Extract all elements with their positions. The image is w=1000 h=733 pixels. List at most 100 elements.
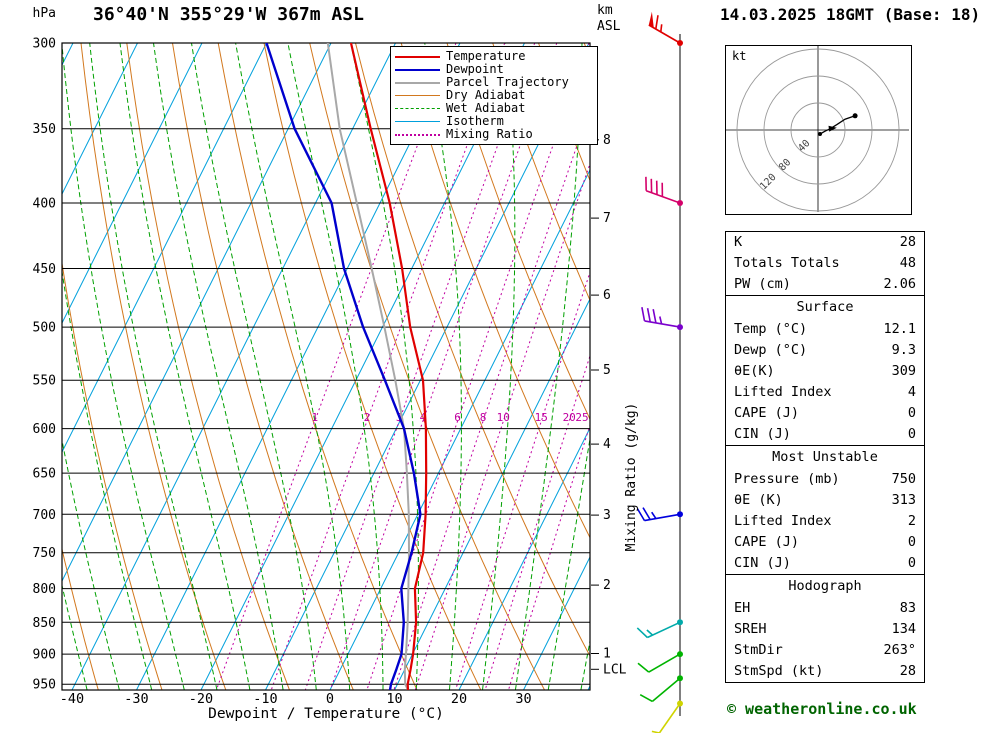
wind-barb-feather — [636, 627, 648, 639]
km-label-8: 8 — [603, 133, 611, 148]
legend-item-1: Dewpoint — [395, 63, 593, 76]
temp-label-0: 0 — [326, 691, 334, 707]
indices-row-0: K 28 — [726, 232, 924, 253]
wet-adiabat--15 — [89, 43, 218, 690]
wind-barb-300 — [648, 11, 683, 46]
temperature-curve — [349, 43, 428, 690]
most-unstable-row-4: CIN (J) 0 — [726, 553, 924, 574]
hodograph-row-2: StmDir 263° — [726, 640, 924, 661]
hodograph-value-3: 28 — [899, 663, 916, 679]
wind-barb-400 — [645, 176, 683, 206]
most-unstable-row-3: CAPE (J) 0 — [726, 532, 924, 553]
temp-label--40: -40 — [60, 691, 84, 707]
isotherm--40 — [71, 43, 396, 690]
pressure-label-600: 600 — [33, 422, 56, 437]
wind-barb-stem — [651, 677, 681, 703]
legend-sample-6 — [395, 133, 440, 136]
wind-barb-feather — [636, 508, 646, 522]
isotherm-20 — [458, 426, 590, 690]
legend-label-2: Parcel Trajectory — [446, 75, 569, 89]
mixing-ratio-label-20: 20 — [563, 411, 576, 424]
indices-label-2: PW (cm) — [734, 276, 791, 292]
hodograph-row-0: EH 83 — [726, 598, 924, 619]
most-unstable-row-2: Lifted Index 2 — [726, 511, 924, 532]
pressure-label-700: 700 — [33, 508, 56, 523]
wind-barb-column — [636, 11, 683, 733]
wet-adiabat--25 — [62, 268, 153, 690]
wind-barb-feather — [641, 307, 646, 322]
dry-adiabat-350 — [492, 43, 590, 302]
km-label-7: 7 — [603, 211, 611, 226]
most-unstable-label-2: Lifted Index — [734, 513, 832, 529]
surface-value-1: 9.3 — [891, 342, 916, 358]
surface-box: Surface Temp (°C) 12.1 Dewp (°C) 9.3 θE(K) 30… — [725, 295, 925, 446]
hodograph-label-0: EH — [734, 600, 751, 616]
hodograph-row-1: SREH 134 — [726, 619, 924, 640]
legend-sample-4 — [395, 108, 440, 109]
legend-label-3: Dry Adiabat — [446, 88, 526, 102]
temp-label--20: -20 — [189, 691, 213, 707]
wind-barb-900 — [637, 651, 683, 673]
run-datetime: 14.03.2025 18GMT (Base: 18) — [720, 5, 981, 24]
surface-rows: Temp (°C) 12.1 Dewp (°C) 9.3 θE(K) 309 Lifted … — [726, 319, 924, 445]
wind-barb-700 — [636, 507, 683, 522]
surface-value-5: 0 — [907, 426, 916, 442]
dewpoint-curve — [265, 43, 422, 690]
wind-barb-feather — [646, 308, 651, 323]
parcel-trajectory-curve-group — [326, 43, 410, 690]
wet-adiabat--45 — [0, 43, 23, 690]
mixing-ratio-label-25: 25 — [575, 411, 588, 424]
indices-row-2: PW (cm) 2.06 — [726, 274, 924, 295]
isotherm--80 — [62, 43, 138, 196]
hodograph-ring-120 — [736, 48, 900, 212]
wind-barb-stem — [648, 24, 681, 44]
wet-adiabat--20 — [62, 43, 185, 690]
surface-label-5: CIN (J) — [734, 426, 791, 442]
surface-label-2: θE(K) — [734, 363, 775, 379]
surface-row-1: Dewp (°C) 9.3 — [726, 340, 924, 361]
most-unstable-row-1: θE (K) 313 — [726, 490, 924, 511]
isotherm--60 — [62, 43, 267, 454]
wind-barb-feather — [642, 507, 651, 521]
surface-row-4: CAPE (J) 0 — [726, 403, 924, 424]
wet-adiabat--30 — [62, 437, 120, 690]
wet-adiabat--10 — [119, 43, 251, 690]
indices-label-0: K — [734, 234, 743, 250]
mixing-ratio-label-10: 10 — [497, 411, 510, 424]
most-unstable-rows: Pressure (mb) 750 θE (K) 313 Lifted Index 2 CA… — [726, 469, 924, 574]
wind-barb-feather — [637, 662, 650, 673]
surface-row-0: Temp (°C) 12.1 — [726, 319, 924, 340]
storm-motion-arrow — [828, 125, 837, 132]
legend-sample-3 — [395, 95, 440, 96]
most-unstable-box: Most Unstable Pressure (mb) 750 θE (K) 313 L… — [725, 445, 925, 575]
pressure-label-900: 900 — [33, 648, 56, 663]
wind-barb-half-feather — [651, 511, 657, 520]
surface-row-5: CIN (J) 0 — [726, 424, 924, 445]
hodograph-ring-80 — [763, 75, 873, 185]
pressure-axis-labels: 300 350 400 450 500 550 600 650 700 750 800 850 900 9… — [33, 37, 56, 693]
temp-axis-labels: -40 -30 -20 -10 0 10 20 30 — [60, 691, 532, 707]
isotherm-10 — [394, 297, 590, 690]
surface-value-3: 4 — [907, 384, 916, 400]
wind-barb-stem — [647, 621, 681, 639]
pressure-label-550: 550 — [33, 374, 56, 389]
isotherm-30 — [523, 555, 590, 690]
isotherm--70 — [62, 43, 203, 325]
pressure-label-350: 350 — [33, 122, 56, 137]
surface-label-3: Lifted Index — [734, 384, 832, 400]
most-unstable-value-0: 750 — [891, 471, 916, 487]
copyright-credit: © weatheronline.co.uk — [727, 700, 917, 718]
most-unstable-value-4: 0 — [907, 555, 916, 571]
wind-barb-975 — [651, 700, 683, 733]
hodograph-trace — [819, 115, 856, 135]
legend-sample-5 — [395, 121, 440, 122]
legend-sample-0 — [395, 55, 440, 58]
wind-barb-half-feather — [659, 316, 663, 325]
temp-label-10: 10 — [386, 691, 402, 707]
hodograph-value-2: 263° — [883, 642, 916, 658]
wind-barb-half-feather — [646, 629, 654, 636]
hodograph-value-1: 134 — [891, 621, 916, 637]
legend: Temperature Dewpoint Parcel Trajectory Dry … — [390, 46, 598, 145]
